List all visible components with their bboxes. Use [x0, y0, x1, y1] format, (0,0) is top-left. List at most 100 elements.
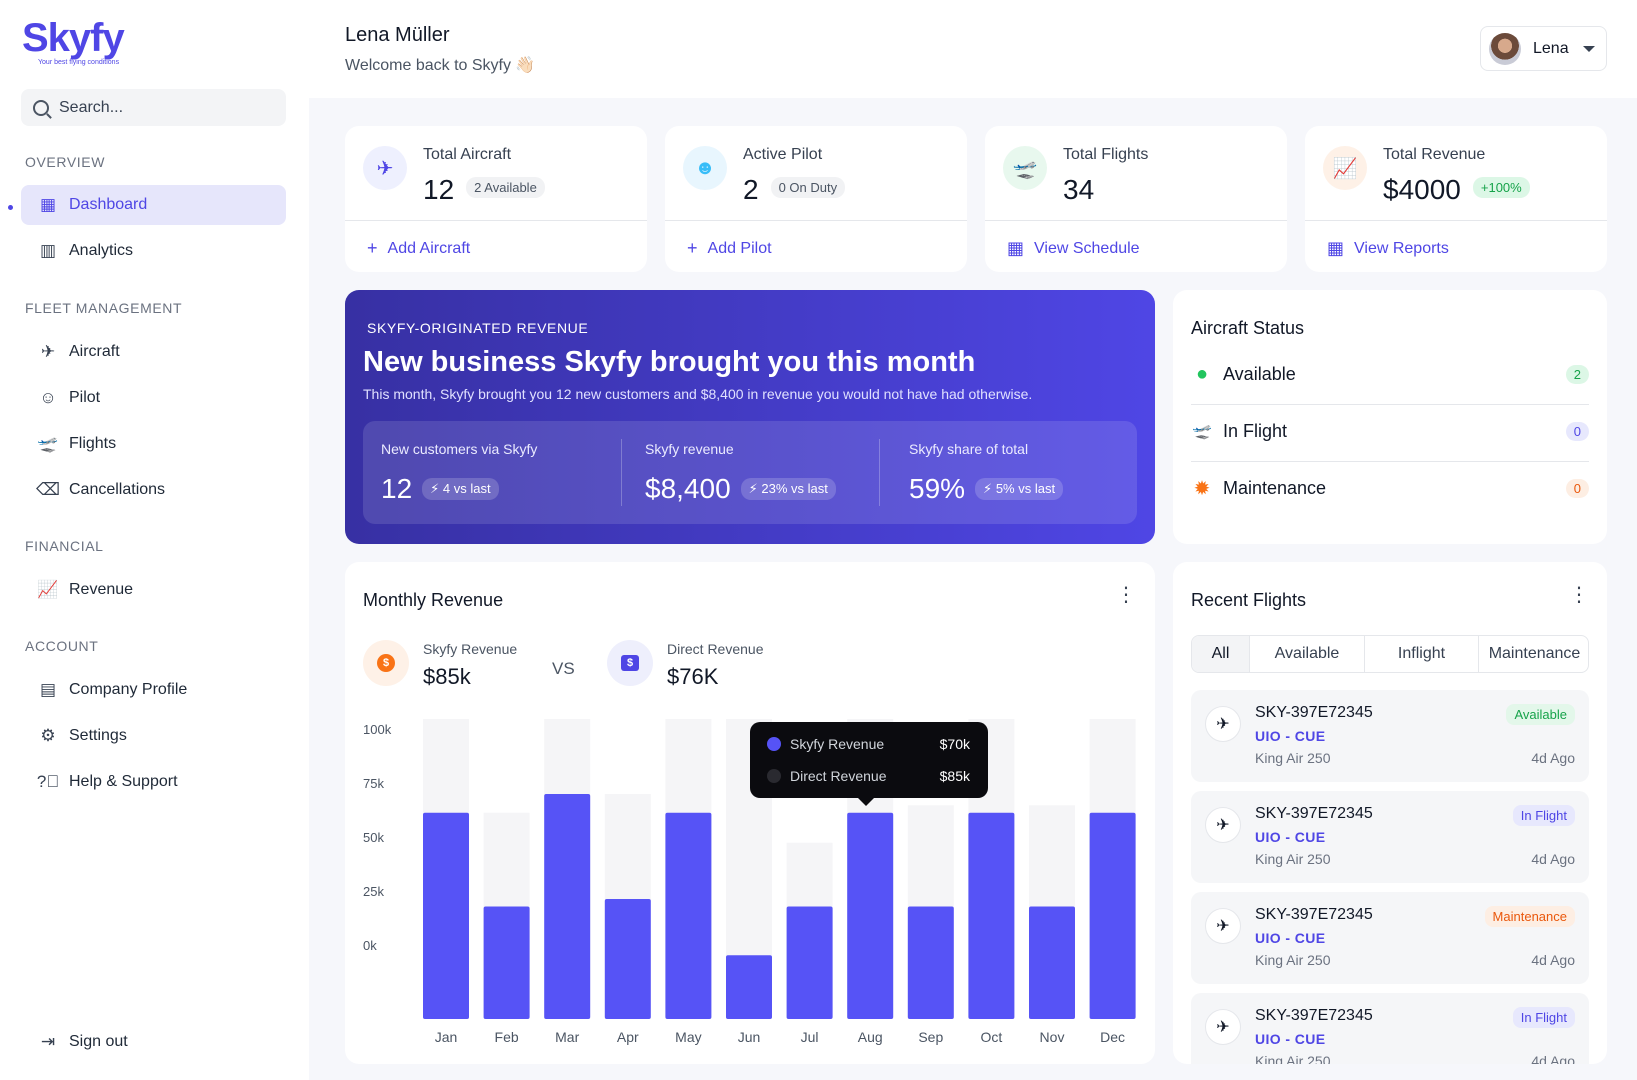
status-row-maintenance[interactable]: ✹ Maintenance 0 — [1191, 468, 1589, 508]
metric-divider — [879, 439, 880, 506]
active-indicator-dot — [8, 205, 13, 210]
plane-icon: ✈ — [1205, 706, 1241, 742]
status-row-available[interactable]: ● Available 2 — [1191, 354, 1589, 394]
stat-label: Active Pilot — [743, 146, 823, 163]
stat-number: 12 — [423, 174, 455, 205]
flight-list-item[interactable]: ✈ SKY-397E72345 UIO - CUE King Air 250 I… — [1191, 791, 1589, 883]
banner-metrics-panel: New customers via Skyfy 12 ⚡ 4 vs last Sk… — [363, 421, 1137, 524]
sidebar-item-flights[interactable]: 🛫 Flights — [21, 424, 286, 464]
stat-badge: 2 Available — [466, 177, 545, 199]
sidebar-item-revenue[interactable]: 📈 Revenue — [21, 570, 286, 610]
analytics-icon: ▥ — [39, 241, 57, 260]
dollar-coin-icon: $ — [377, 654, 395, 672]
status-count: 2 — [1565, 364, 1589, 384]
section-financial: FINANCIAL — [25, 538, 104, 554]
sidebar-item-dashboard[interactable]: ▦ Dashboard — [21, 185, 286, 225]
divider — [985, 220, 1287, 221]
more-options-icon[interactable]: ⋮ — [1569, 584, 1589, 606]
logo-tagline: Your best flying conditions — [38, 59, 120, 66]
stat-number: $4000 — [1383, 174, 1461, 205]
takeoff-icon: 🛫 — [37, 434, 59, 453]
sidebar-item-cancellations[interactable]: ⌫ Cancellations — [21, 470, 286, 510]
banner-eyebrow: SKYFY-ORIGINATED REVENUE — [367, 320, 589, 336]
plus-icon: + — [367, 238, 378, 258]
user-name: Lena Müller — [345, 24, 450, 46]
metric-badge: ⚡ 4 vs last — [422, 478, 499, 500]
metric-skyfy-share: Skyfy share of total 59% ⚡ 5% vs last — [891, 421, 1137, 524]
aircraft-model: King Air 250 — [1255, 750, 1331, 766]
help-icon: ?⃝ — [36, 772, 60, 791]
tooltip-value: $85k — [940, 768, 971, 784]
section-fleet-management: FLEET MANAGEMENT — [25, 300, 183, 316]
bar-skyfy-revenue — [483, 906, 530, 1019]
add-pilot-button[interactable]: + Add Pilot — [687, 238, 772, 259]
tab-available[interactable]: Available — [1250, 636, 1365, 672]
view-reports-button[interactable]: ▦ View Reports — [1327, 238, 1449, 259]
bolt-icon: ⚡ — [748, 481, 758, 496]
flight-id: SKY-397E72345 — [1255, 805, 1373, 822]
takeoff-icon: 🛫 — [1192, 423, 1212, 440]
tab-maintenance[interactable]: Maintenance — [1488, 645, 1581, 662]
y-tick-label: 75k — [363, 776, 384, 791]
stat-card-total-flights: 🛫 Total Flights 34 ▦ View Schedule — [985, 126, 1287, 272]
status-badge: In Flight — [1512, 1007, 1575, 1028]
flight-list-item[interactable]: ✈ SKY-397E72345 UIO - CUE King Air 250 I… — [1191, 993, 1589, 1064]
flight-list-item[interactable]: ✈ SKY-397E72345 UIO - CUE King Air 250 A… — [1191, 690, 1589, 782]
vs-label: VS — [552, 659, 575, 678]
card-title: Aircraft Status — [1191, 318, 1305, 338]
status-row-in-flight[interactable]: 🛫 In Flight 0 — [1191, 411, 1589, 451]
x-tick-label: Mar — [555, 1029, 579, 1045]
bar-skyfy-revenue — [726, 955, 772, 1019]
metric-label: Skyfy share of total — [909, 441, 1029, 457]
tab-inflight[interactable]: Inflight — [1365, 636, 1479, 672]
add-aircraft-button[interactable]: + Add Aircraft — [367, 238, 470, 259]
sidebar-item-analytics[interactable]: ▥ Analytics — [21, 231, 286, 271]
aircraft-model: King Air 250 — [1255, 851, 1331, 867]
bar-skyfy-revenue — [544, 794, 591, 1019]
tab-all[interactable]: All — [1192, 636, 1250, 672]
flight-list-item[interactable]: ✈ SKY-397E72345 UIO - CUE King Air 250 M… — [1191, 892, 1589, 984]
sidebar-item-settings[interactable]: ⚙ Settings — [21, 716, 286, 756]
grid-icon: ▦ — [39, 195, 57, 214]
metric-badge-text: 23% vs last — [761, 481, 828, 496]
sign-out-button[interactable]: ⇥ Sign out — [21, 1022, 286, 1062]
tooltip-legend-dot — [767, 769, 781, 783]
banner-title: New business Skyfy brought you this mont… — [363, 346, 976, 378]
search-icon — [33, 99, 49, 116]
search-box[interactable] — [21, 89, 286, 126]
bar-skyfy-revenue — [1089, 812, 1136, 1019]
y-tick-label: 100k — [363, 722, 392, 737]
direct-revenue-icon: $ — [607, 640, 653, 686]
tooltip-label: Direct Revenue — [790, 768, 887, 784]
card-title: Monthly Revenue — [363, 590, 504, 610]
search-input[interactable] — [59, 98, 259, 117]
stat-number: 2 — [743, 174, 759, 205]
monthly-revenue-chart: 100k 75k 50k 25k 0k Jan Feb Mar Apr May Jun Jul Aug S… — [363, 719, 1136, 1045]
sidebar-item-aircraft[interactable]: ✈ Aircraft — [21, 332, 286, 372]
flight-id: SKY-397E72345 — [1255, 1007, 1373, 1024]
banner-subtitle: This month, Skyfy brought you 12 new cus… — [363, 386, 1033, 402]
skyfy-logo[interactable]: Skyfy Your best flying conditions — [22, 18, 125, 66]
sidebar-item-help-support[interactable]: ?⃝ Help & Support — [21, 762, 286, 802]
action-label: View Schedule — [1034, 239, 1140, 257]
metric-label: Skyfy revenue — [645, 441, 734, 457]
stat-value: $4000 +100% — [1383, 174, 1530, 206]
bar-skyfy-revenue — [847, 812, 894, 1019]
profile-menu-button[interactable]: Lena — [1480, 26, 1607, 71]
flight-time: 4d Ago — [1531, 1053, 1575, 1064]
status-badge: In Flight — [1512, 805, 1575, 826]
sidebar-item-company-profile[interactable]: ▤ Company Profile — [21, 670, 286, 710]
view-schedule-button[interactable]: ▦ View Schedule — [1007, 238, 1140, 259]
table-icon: ▦ — [1327, 238, 1345, 258]
metric-value: 12 ⚡ 4 vs last — [381, 473, 499, 505]
sidebar-item-label: Cancellations — [69, 481, 166, 498]
stat-value: 12 2 Available — [423, 174, 545, 206]
top-header: Lena Müller Welcome back to Skyfy 👋🏻 Len… — [309, 0, 1637, 98]
x-tick-label: Aug — [858, 1029, 883, 1045]
sidebar-item-pilot[interactable]: ☺ Pilot — [21, 378, 286, 418]
y-tick-label: 0k — [363, 938, 377, 953]
chart-tooltip — [750, 722, 988, 798]
flight-route: UIO - CUE — [1255, 728, 1326, 744]
sidebar-item-label: Aircraft — [69, 343, 120, 360]
check-circle-icon: ● — [1195, 362, 1209, 385]
